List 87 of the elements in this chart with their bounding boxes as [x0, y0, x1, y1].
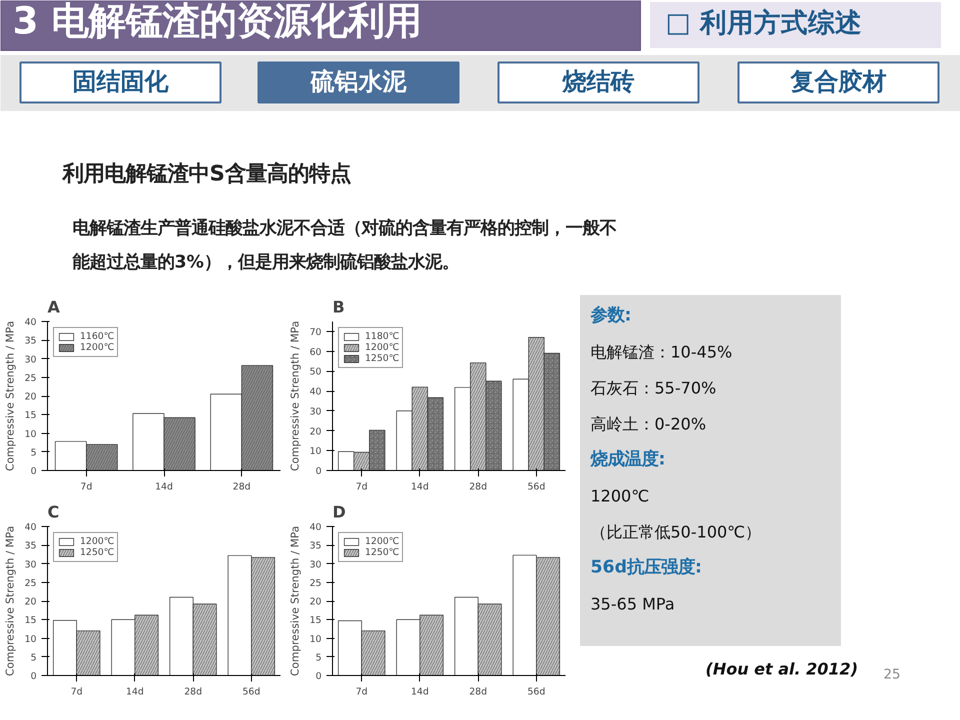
- y-tick-label: 25: [310, 578, 322, 589]
- chart-title: D: [332, 502, 346, 522]
- text: 石灰石：55-70%: [590, 378, 716, 398]
- y-tick-label: 50: [310, 366, 322, 378]
- y-tick-label: 40: [24, 317, 37, 328]
- x-tick-label: 7d: [356, 686, 368, 698]
- y-tick-label: 15: [310, 615, 322, 626]
- chart-title: A: [48, 298, 60, 316]
- y-tick-label: 30: [310, 559, 322, 570]
- legend-label: 1160℃: [80, 331, 114, 342]
- text: 利用电解锰渣中S含量高的特点: [62, 162, 351, 186]
- y-tick-label: 15: [24, 615, 37, 626]
- text: 能超过总量的3%），但是用来烧制硫铝酸盐水泥。: [72, 252, 459, 272]
- y-tick-label: 30: [24, 559, 37, 570]
- x-tick-label: 14d: [126, 686, 144, 698]
- text: (Hou et al. 2012): [706, 660, 858, 678]
- y-tick-label: 10: [310, 634, 322, 645]
- legend-label: 1250℃: [80, 547, 114, 558]
- text: 烧成温度:: [590, 450, 666, 470]
- x-tick-label: 56d: [527, 482, 546, 492]
- y-tick-label: 35: [24, 336, 37, 347]
- y-tick-label: 5: [30, 447, 37, 458]
- x-tick-label: 28d: [184, 686, 202, 698]
- y-tick-label: 0: [30, 466, 37, 477]
- text: 参数:: [590, 306, 632, 326]
- y-tick-label: 20: [310, 596, 322, 608]
- text: 烧结砖: [562, 68, 634, 96]
- text: 电解锰渣生产普通硅酸盐水泥不合适（对硫的含量有严格的控制，一般不: [72, 218, 616, 238]
- y-tick-label: 15: [24, 410, 37, 422]
- legend-label: 1200℃: [365, 342, 400, 353]
- y-tick-label: 30: [310, 406, 322, 418]
- y-tick-label: 25: [24, 578, 37, 589]
- y-tick-label: 20: [310, 426, 322, 438]
- text: 复合胶材: [790, 68, 886, 96]
- chart-title: C: [48, 502, 60, 522]
- y-axis-title: Compressive Strength / MPa: [4, 320, 17, 472]
- text: 56d抗压强度:: [590, 558, 702, 578]
- text: 电解锰渣：10-45%: [590, 342, 732, 362]
- legend-label: 1180℃: [365, 331, 400, 342]
- legend-label: 1200℃: [80, 342, 114, 353]
- x-tick-label: 28d: [469, 482, 488, 492]
- x-tick-label: 56d: [527, 686, 546, 698]
- y-tick-label: 10: [310, 446, 322, 458]
- x-tick-label: 14d: [155, 482, 173, 492]
- text: 高岭土：0-20%: [590, 414, 706, 434]
- y-tick-label: 20: [24, 392, 37, 402]
- y-tick-label: 5: [30, 652, 37, 664]
- y-tick-label: 40: [310, 386, 322, 398]
- x-tick-label: 14d: [410, 482, 429, 492]
- text: 35-65 MPa: [590, 594, 675, 614]
- text: 1200℃: [590, 486, 650, 506]
- legend-label: 1200℃: [365, 536, 400, 547]
- text: 硫铝水泥: [310, 68, 408, 96]
- text: 固结固化: [72, 68, 170, 96]
- y-axis-title: Compressive Strength / MPa: [4, 526, 17, 676]
- x-tick-label: 7d: [356, 482, 368, 492]
- x-tick-label: 28d: [232, 482, 251, 492]
- text: （比正常低50-100℃）: [590, 522, 762, 542]
- legend-label: 1200℃: [80, 536, 114, 547]
- y-tick-label: 40: [24, 522, 37, 533]
- y-tick-label: 60: [310, 346, 322, 358]
- y-tick-label: 40: [310, 522, 322, 533]
- y-tick-label: 35: [24, 540, 37, 552]
- text: 25: [884, 668, 901, 682]
- text: □ 利用方式综述: [666, 8, 862, 38]
- x-tick-label: 14d: [410, 686, 429, 698]
- x-tick-label: 28d: [469, 686, 488, 698]
- x-tick-label: 7d: [70, 686, 83, 698]
- legend-label: 1250℃: [365, 353, 400, 364]
- y-axis-title: Compressive Strength / MPa: [288, 526, 302, 676]
- y-tick-label: 0: [316, 466, 322, 477]
- text: 3 电解锰渣的资源化利用: [12, 0, 422, 42]
- y-tick-label: 30: [24, 354, 37, 366]
- y-tick-label: 20: [24, 596, 37, 608]
- y-tick-label: 5: [316, 652, 322, 664]
- y-tick-label: 25: [24, 372, 37, 384]
- chart-title: B: [332, 298, 345, 316]
- y-tick-label: 35: [310, 540, 322, 552]
- x-tick-label: 7d: [80, 482, 92, 492]
- y-axis-title: Compressive Strength / MPa: [288, 320, 302, 472]
- y-tick-label: 10: [24, 634, 37, 645]
- y-tick-label: 0: [30, 671, 37, 682]
- legend-label: 1250℃: [365, 547, 400, 558]
- y-tick-label: 10: [24, 428, 37, 440]
- x-tick-label: 56d: [242, 686, 260, 698]
- y-tick-label: 70: [310, 326, 322, 338]
- y-tick-label: 0: [316, 671, 322, 682]
